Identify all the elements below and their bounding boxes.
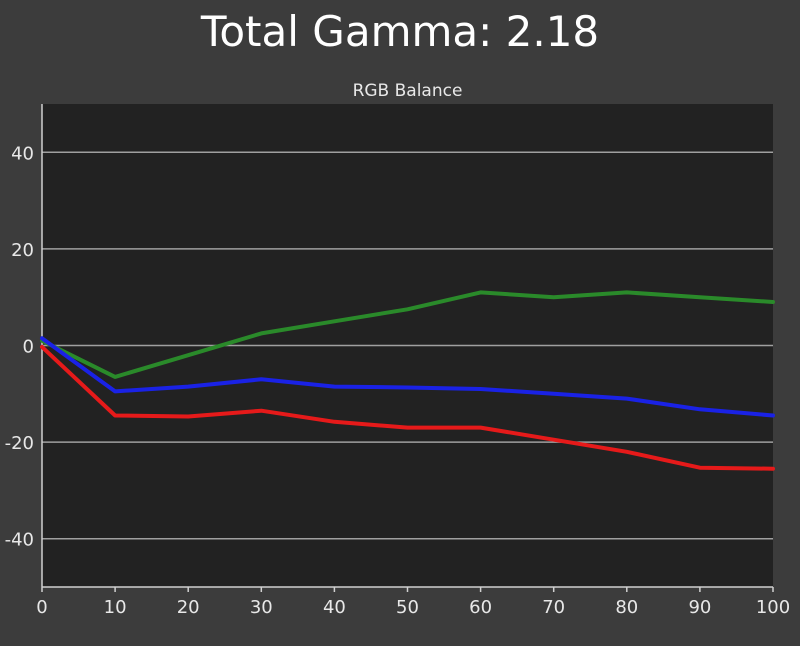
x-tick-label-80: 80 [615, 597, 638, 618]
y-tick-label--20: -20 [5, 433, 34, 454]
x-tick-label-40: 40 [323, 597, 346, 618]
x-tick-label-100: 100 [756, 597, 790, 618]
x-tick-label-60: 60 [469, 597, 492, 618]
y-tick-label-20: 20 [11, 240, 34, 261]
x-tick-label-20: 20 [177, 597, 200, 618]
chart-title: RGB Balance [353, 81, 463, 101]
x-tick-label-30: 30 [250, 597, 273, 618]
green-series-line [40, 290, 775, 379]
x-tick-label-10: 10 [104, 597, 127, 618]
red-series-line [40, 344, 775, 471]
x-tick-label-0: 0 [36, 597, 47, 618]
y-tick-label-40: 40 [11, 143, 34, 164]
x-tick-label-70: 70 [542, 597, 565, 618]
y-tick-label--40: -40 [5, 530, 34, 551]
y-tick-label-0: 0 [23, 337, 34, 358]
x-tick-label-50: 50 [396, 597, 419, 618]
page-title: Total Gamma: 2.18 [200, 7, 600, 56]
blue-series-line [40, 336, 775, 418]
x-tick-label-90: 90 [688, 597, 711, 618]
